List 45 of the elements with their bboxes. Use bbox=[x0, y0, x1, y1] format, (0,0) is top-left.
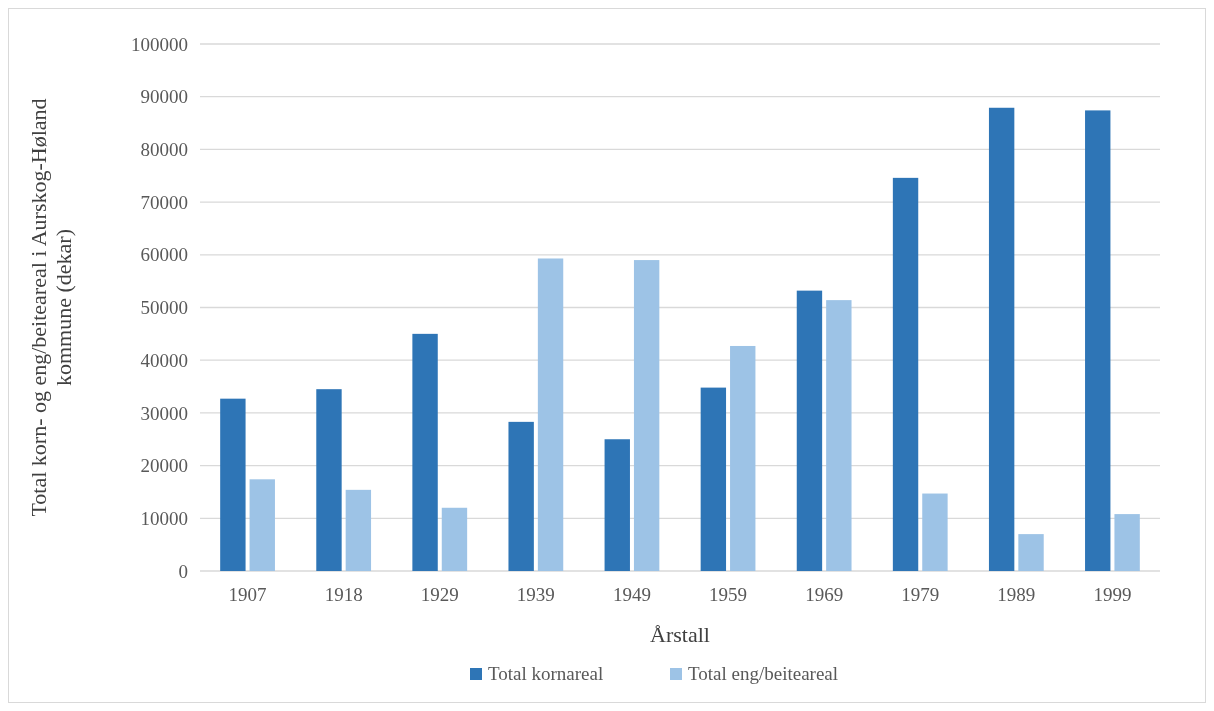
bar bbox=[508, 421, 534, 571]
bar bbox=[892, 177, 919, 571]
bar bbox=[537, 258, 564, 571]
x-tick-label: 1969 bbox=[805, 584, 844, 605]
y-tick-label: 70000 bbox=[140, 191, 188, 213]
y-tick-label: 80000 bbox=[140, 139, 188, 161]
y-tick-label: 50000 bbox=[140, 297, 188, 319]
x-tick-label: 1979 bbox=[901, 584, 940, 605]
y-tick-label: 10000 bbox=[140, 507, 188, 529]
x-tick-label: 1907 bbox=[228, 584, 267, 605]
x-tick-label: 1959 bbox=[709, 584, 748, 605]
y-tick-label: 0 bbox=[178, 560, 188, 582]
y-tick-label: 40000 bbox=[140, 349, 188, 371]
bar bbox=[922, 493, 948, 571]
x-tick-label: 1989 bbox=[997, 584, 1036, 605]
bar bbox=[249, 479, 275, 571]
bar bbox=[700, 387, 727, 571]
legend-label: Total kornareal bbox=[488, 663, 604, 684]
bar bbox=[826, 300, 852, 571]
bar bbox=[316, 389, 342, 571]
x-tick-label: 1918 bbox=[324, 584, 363, 605]
bar bbox=[1085, 110, 1111, 571]
x-axis-title: Årstall bbox=[650, 622, 710, 647]
bar bbox=[345, 489, 372, 571]
bar bbox=[1018, 534, 1044, 571]
y-tick-label: 20000 bbox=[140, 455, 188, 477]
bar bbox=[988, 107, 1015, 571]
y-axis-title: Total korn- og eng/beiteareal i Aurskog-Høland kommune (dekar) bbox=[25, 98, 77, 517]
bar bbox=[412, 333, 438, 571]
x-tick-label: 1939 bbox=[516, 584, 555, 605]
bar bbox=[796, 290, 823, 571]
bar bbox=[1114, 514, 1140, 571]
y-tick-label: 90000 bbox=[140, 86, 188, 108]
bar bbox=[604, 439, 630, 571]
y-tick-label: 30000 bbox=[140, 402, 188, 424]
bar bbox=[220, 398, 246, 571]
bar bbox=[441, 507, 468, 571]
bar bbox=[633, 260, 660, 571]
x-tick-label: 1929 bbox=[420, 584, 459, 605]
y-tick-label: 60000 bbox=[140, 244, 188, 266]
y-tick-label: 100000 bbox=[131, 33, 188, 55]
legend-label: Total eng/beiteareal bbox=[688, 663, 839, 684]
x-tick-label: 1949 bbox=[612, 584, 651, 605]
bar bbox=[730, 345, 756, 571]
x-tick-label: 1999 bbox=[1093, 584, 1132, 605]
